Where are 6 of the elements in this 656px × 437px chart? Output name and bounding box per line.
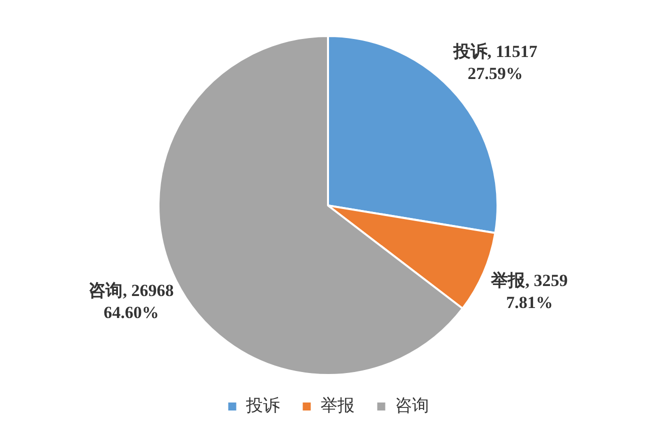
- legend-label: 咨询: [394, 396, 429, 416]
- legend-label: 投诉: [244, 396, 280, 416]
- data-label: 投诉, 11517 27.59%: [452, 42, 538, 83]
- legend-label: 举报: [320, 396, 354, 416]
- data-label: 咨询, 26968 64.60%: [88, 281, 174, 322]
- data-label: 举报, 3259 7.81%: [490, 270, 568, 312]
